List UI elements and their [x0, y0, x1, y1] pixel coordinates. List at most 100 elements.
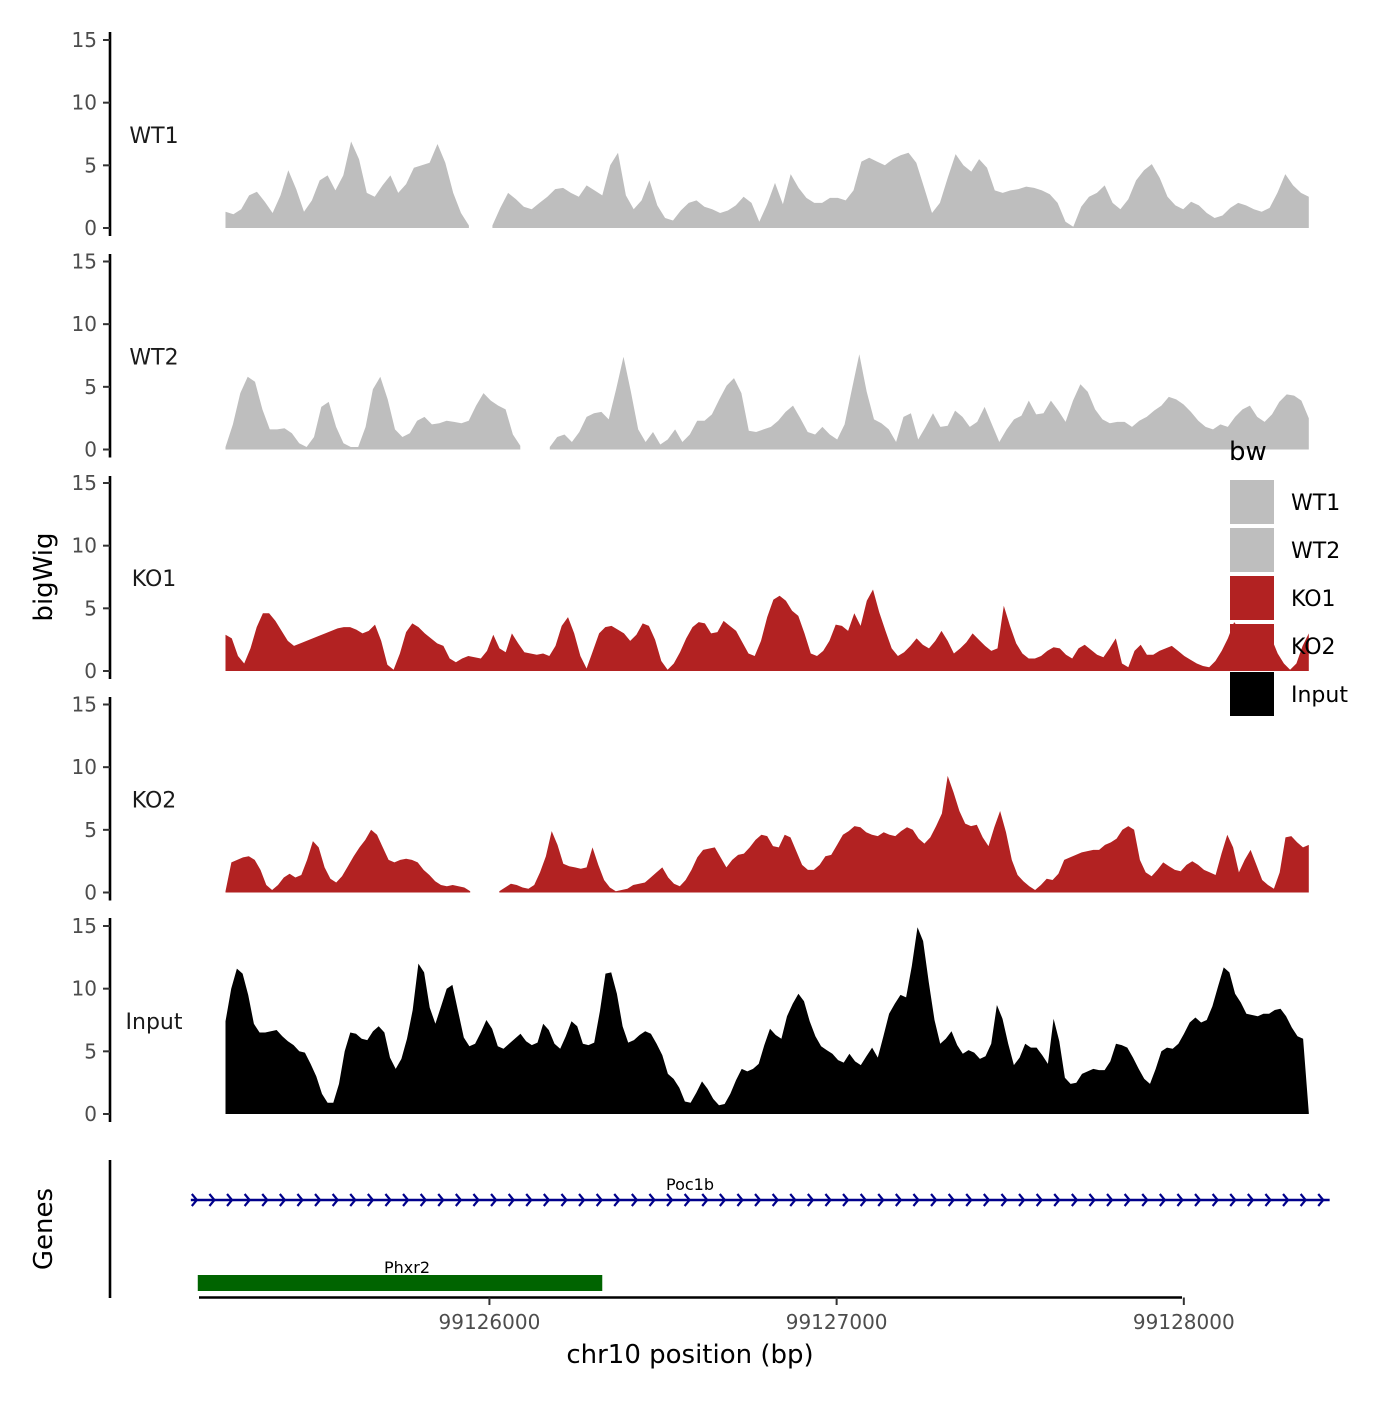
- legend-swatch: [1230, 480, 1274, 524]
- strand-arrow: [736, 1193, 744, 1207]
- strand-arrow: [859, 1193, 868, 1207]
- strand-arrow: [1211, 1193, 1220, 1207]
- y-tick-label: 0: [84, 659, 97, 683]
- track-ko2: 0 5 10 15 KO2: [72, 693, 1309, 905]
- strand-arrow: [261, 1193, 269, 1207]
- y-tick-label: 10: [72, 977, 97, 1001]
- y-tick-label: 15: [72, 693, 97, 717]
- strand-arrow: [402, 1193, 410, 1207]
- tracks-layer: 0 5 10 15 WT1 0 5 10 15 WT2 0 5 10 15 KO1 0 5 10 15 KO2 0 5 10…: [72, 28, 1309, 1126]
- x-tick-label: 99127000: [786, 1310, 888, 1334]
- y-tick-label: 10: [72, 534, 97, 558]
- track-ko1: 0 5 10 15 KO1: [72, 471, 1309, 683]
- strand-arrow: [384, 1193, 392, 1207]
- strand-arrow: [296, 1193, 304, 1207]
- strand-arrow: [630, 1193, 639, 1207]
- y-tick-label: 5: [84, 375, 97, 399]
- x-tick-label: 99128000: [1133, 1310, 1235, 1334]
- x-tick-label: 99126000: [439, 1310, 541, 1334]
- strand-arrow: [490, 1193, 498, 1207]
- strand-arrow: [454, 1193, 463, 1207]
- strand-arrow: [1246, 1193, 1255, 1207]
- strand-arrow: [366, 1193, 375, 1207]
- strand-arrow: [1035, 1193, 1044, 1207]
- y-tick-label: 10: [72, 91, 97, 115]
- x-axis: 99126000 99127000 99128000: [199, 1296, 1235, 1334]
- strand-arrow: [560, 1193, 568, 1207]
- legend-label: WT2: [1291, 539, 1340, 564]
- strand-arrow: [912, 1193, 920, 1207]
- y-tick-label: 15: [72, 250, 97, 274]
- strand-arrow: [349, 1193, 357, 1207]
- legend-label: WT1: [1291, 491, 1340, 516]
- strand-arrow: [1282, 1193, 1290, 1207]
- track-label: KO2: [132, 789, 177, 814]
- legend-swatch: [1230, 576, 1274, 620]
- genes-panel: Poc1b Phxr2: [108, 1160, 1330, 1298]
- y-tick-label: 5: [84, 1039, 97, 1063]
- strand-arrow: [982, 1193, 991, 1207]
- x-axis-title: chr10 position (bp): [566, 1340, 813, 1370]
- strand-arrow: [718, 1193, 727, 1207]
- strand-arrow: [578, 1193, 586, 1207]
- y-tick-label: 5: [84, 596, 97, 620]
- strand-arrow: [314, 1193, 322, 1207]
- strand-arrow: [472, 1193, 480, 1207]
- gene-phxr2: Phxr2: [197, 1258, 603, 1291]
- legend-title: bw: [1229, 437, 1267, 467]
- signal-area: [225, 927, 1309, 1114]
- strand-arrow: [208, 1193, 216, 1207]
- strand-arrow: [806, 1193, 815, 1207]
- track-label: WT1: [129, 124, 178, 149]
- gene-exon-box: [197, 1275, 603, 1291]
- legend-label: KO2: [1291, 635, 1336, 660]
- gene-label: Phxr2: [384, 1258, 430, 1277]
- strand-arrow: [789, 1193, 797, 1207]
- strand-arrow: [507, 1193, 516, 1207]
- strand-arrow: [542, 1193, 551, 1207]
- strand-arrow: [648, 1193, 656, 1207]
- track-label: Input: [126, 1010, 183, 1035]
- strand-arrow: [947, 1193, 956, 1207]
- track-label: KO1: [132, 567, 177, 592]
- strand-arrow: [437, 1193, 445, 1207]
- strand-arrow: [613, 1193, 621, 1207]
- y-tick-label: 15: [72, 914, 97, 938]
- strand-arrow: [419, 1193, 428, 1207]
- legend-label: KO1: [1291, 587, 1336, 612]
- strand-arrow: [595, 1193, 604, 1207]
- strand-arrow: [930, 1193, 938, 1207]
- legend-swatch: [1230, 624, 1274, 668]
- strand-arrow: [1317, 1193, 1325, 1207]
- strand-arrow: [842, 1193, 850, 1207]
- y-axis-title: bigWig: [29, 532, 59, 621]
- y-tick-label: 0: [84, 438, 97, 462]
- strand-arrow: [877, 1193, 885, 1207]
- y-tick-label: 15: [72, 28, 97, 52]
- y-tick-label: 10: [72, 312, 97, 336]
- y-tick-label: 0: [84, 1102, 97, 1126]
- track-wt2: 0 5 10 15 WT2: [72, 250, 1309, 462]
- strand-arrow: [190, 1193, 199, 1207]
- y-tick-label: 5: [84, 153, 97, 177]
- strand-arrow: [1070, 1193, 1079, 1207]
- y-tick-label: 0: [84, 216, 97, 240]
- strand-arrow: [226, 1193, 234, 1207]
- strand-arrow: [701, 1193, 709, 1207]
- strand-arrow: [1053, 1193, 1061, 1207]
- strand-arrow: [243, 1193, 252, 1207]
- legend-swatch: [1230, 528, 1274, 572]
- track-input: 0 5 10 15 Input: [72, 914, 1309, 1126]
- strand-arrow: [771, 1193, 780, 1207]
- y-tick-label: 0: [84, 881, 97, 905]
- legend-swatch: [1230, 672, 1274, 716]
- legend-label: Input: [1291, 683, 1348, 708]
- strand-arrow: [1229, 1193, 1237, 1207]
- strand-arrow: [1194, 1193, 1202, 1207]
- signal-area: [225, 589, 1309, 671]
- strand-arrow: [824, 1193, 832, 1207]
- signal-area: [225, 775, 1309, 893]
- signal-area: [225, 354, 1309, 450]
- y-tick-label: 5: [84, 818, 97, 842]
